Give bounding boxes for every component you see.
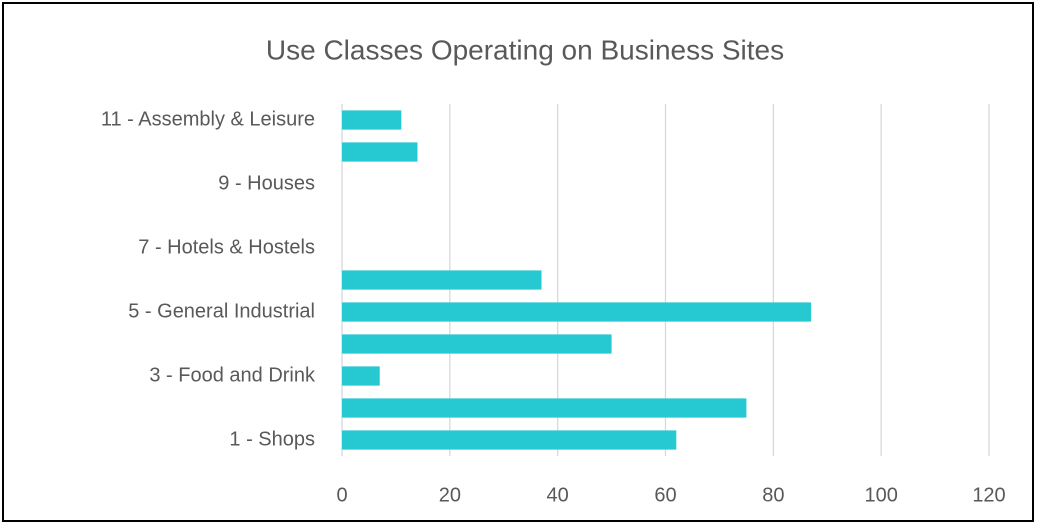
bar bbox=[342, 110, 402, 130]
x-tick-label: 0 bbox=[336, 484, 347, 506]
bar bbox=[342, 398, 747, 418]
bar bbox=[342, 334, 612, 354]
x-tick-label: 20 bbox=[439, 484, 461, 506]
y-tick-label: 7 - Hotels & Hostels bbox=[138, 236, 315, 258]
bar bbox=[342, 302, 812, 322]
x-tick-label: 100 bbox=[864, 484, 897, 506]
y-tick-label: 11 - Assembly & Leisure bbox=[101, 108, 315, 130]
y-tick-label: 5 - General Industrial bbox=[128, 300, 315, 322]
bar bbox=[342, 270, 542, 290]
y-tick-label: 9 - Houses bbox=[218, 172, 315, 194]
x-tick-label: 80 bbox=[762, 484, 784, 506]
y-tick-label: 1 - Shops bbox=[229, 428, 315, 450]
x-tick-label: 60 bbox=[654, 484, 676, 506]
y-tick-label: 3 - Food and Drink bbox=[149, 364, 316, 386]
bar bbox=[342, 142, 418, 162]
bar bbox=[342, 430, 677, 450]
x-tick-label: 120 bbox=[972, 484, 1005, 506]
chart-title: Use Classes Operating on Business Sites bbox=[266, 34, 784, 65]
bar bbox=[342, 366, 380, 386]
x-tick-label: 40 bbox=[547, 484, 569, 506]
